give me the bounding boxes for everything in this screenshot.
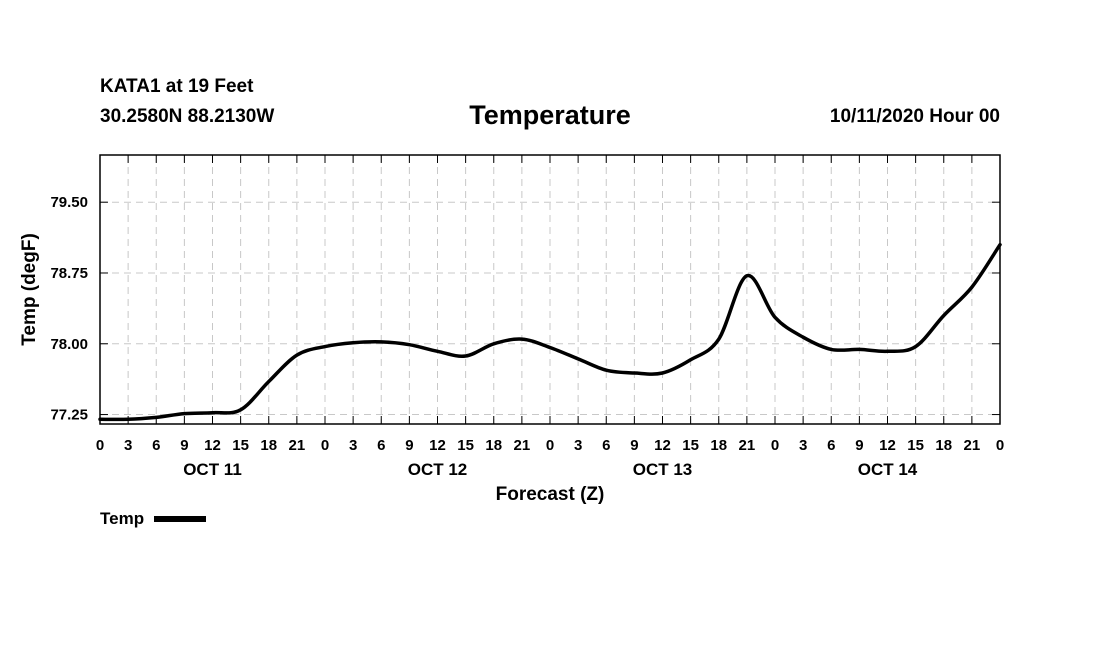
station-label: KATA1 at 19 Feet [100,76,254,97]
x-tick-label: 3 [574,437,582,454]
x-tick-label: 12 [654,437,671,454]
legend-swatch [154,516,207,522]
x-tick-label: 6 [377,437,385,454]
x-tick-label: 12 [429,437,446,454]
x-tick-label: 3 [799,437,807,454]
legend-label: Temp [100,509,145,528]
x-tick-label: 18 [710,437,727,454]
y-tick-label: 79.50 [50,194,88,211]
x-tick-label: 9 [180,437,188,454]
x-tick-label: 18 [935,437,952,454]
x-tick-label: 3 [349,437,357,454]
x-tick-label: 18 [485,437,502,454]
day-label: OCT 13 [633,460,693,479]
x-tick-label: 0 [546,437,554,454]
x-tick-label: 15 [682,437,699,454]
y-tick-label: 77.25 [50,407,88,424]
x-tick-label: 9 [630,437,638,454]
temp-series-line [98,242,1002,422]
x-tick-label: 21 [289,437,306,454]
x-tick-label: 15 [232,437,249,454]
x-tick-label: 0 [771,437,779,454]
day-label: OCT 14 [858,460,918,479]
grid [100,155,1000,424]
x-tick-label: 15 [457,437,474,454]
x-tick-label: 21 [739,437,756,454]
legend: Temp [100,509,207,529]
x-tick-label: 9 [855,437,863,454]
axis-labels: 0 3 6 9 12 15 18 21 0 3 6 9 12 15 18 21 0 3 6 9 12 15 18 21 0 3 6 9… [19,194,1004,505]
x-axis-label: Forecast (Z) [496,484,605,505]
x-tick-label: 21 [964,437,981,454]
day-label: OCT 11 [183,460,242,479]
x-tick-label: 15 [907,437,924,454]
x-tick-label: 6 [602,437,610,454]
x-tick-label: 0 [996,437,1004,454]
run-time-label: 10/11/2020 Hour 00 [829,106,1000,127]
y-tick-label: 78.00 [50,336,88,353]
x-tick-label: 12 [204,437,221,454]
x-tick-label: 9 [405,437,413,454]
day-label: OCT 12 [408,460,468,479]
chart-title: Temperature [469,100,631,130]
x-tick-label: 0 [321,437,329,454]
x-tick-label: 21 [514,437,531,454]
x-tick-label: 3 [124,437,132,454]
x-tick-label: 6 [152,437,160,454]
x-tick-label: 12 [879,437,896,454]
x-tick-label: 0 [96,437,104,454]
coordinates-label: 30.2580N 88.2130W [100,106,275,127]
y-axis-label: Temp (degF) [19,233,40,346]
tick-marks [99,155,1001,424]
y-tick-label: 78.75 [50,265,88,282]
x-tick-label: 18 [260,437,277,454]
series-layer [98,242,1002,422]
x-tick-label: 6 [827,437,835,454]
